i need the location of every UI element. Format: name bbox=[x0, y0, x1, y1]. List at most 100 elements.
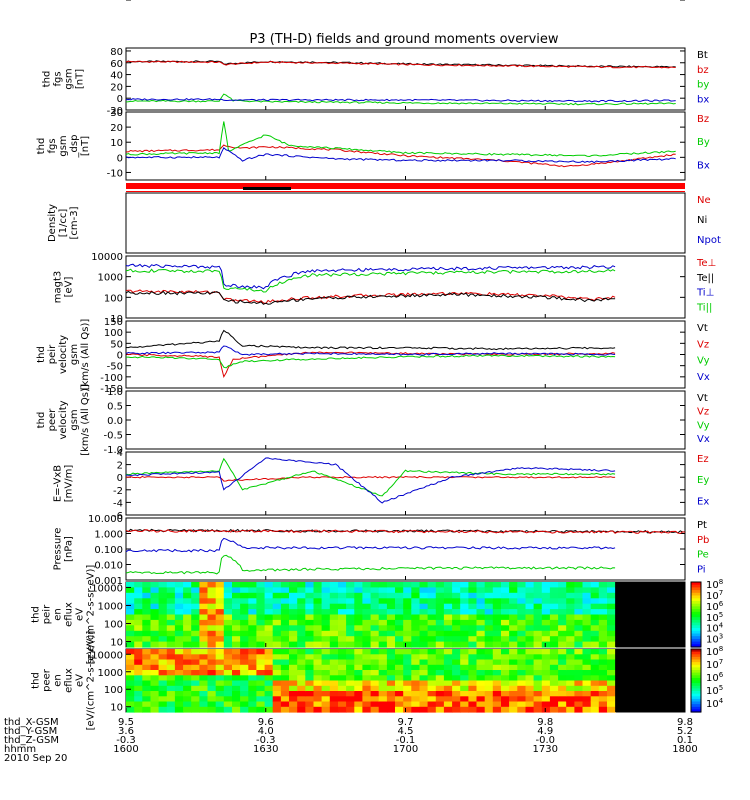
spectrogram-cell bbox=[574, 675, 584, 682]
spectrogram-cell bbox=[427, 625, 437, 632]
spectrogram-cell bbox=[582, 636, 592, 643]
spectrogram-cell bbox=[248, 685, 258, 692]
ephemeris-value: 9.7 bbox=[398, 717, 414, 728]
spectrogram-cell bbox=[134, 582, 143, 588]
spectrogram-cell bbox=[126, 691, 135, 697]
spectrogram-cell bbox=[126, 582, 135, 588]
y-tick-label: 20 bbox=[110, 82, 123, 93]
y-tick-label: 10-12 bbox=[99, 0, 123, 3]
spectrogram-cell bbox=[590, 649, 600, 655]
spectrogram-cell bbox=[256, 614, 266, 621]
spectrogram-cell bbox=[370, 636, 380, 643]
spectrogram-cell bbox=[199, 625, 209, 632]
spectrogram-cell bbox=[215, 619, 225, 626]
spectrogram-cell bbox=[264, 625, 274, 632]
spectrogram-cell bbox=[248, 614, 258, 621]
spectrogram-cell bbox=[541, 701, 551, 708]
spectrogram-cell bbox=[223, 670, 233, 676]
colorbar-step bbox=[691, 614, 701, 618]
spectrogram-cell bbox=[476, 691, 486, 697]
spectrogram-cell bbox=[174, 691, 184, 697]
spectrogram-cell bbox=[134, 701, 143, 708]
spectrogram-cell bbox=[574, 625, 584, 632]
spectrogram-cell bbox=[280, 706, 290, 713]
spectrogram-cell bbox=[199, 587, 209, 594]
spectrogram-cell bbox=[305, 685, 315, 692]
spectrogram-cell bbox=[476, 649, 486, 655]
spectrogram-cell bbox=[305, 614, 315, 621]
y-tick-label: -20 bbox=[107, 106, 123, 117]
spectrogram-cell bbox=[256, 630, 266, 637]
spectrogram-cell bbox=[468, 592, 478, 599]
spectrogram-cell bbox=[150, 598, 160, 605]
ephemeris-name: thd_Y-GSM bbox=[4, 726, 57, 737]
spectrogram-cell bbox=[541, 603, 551, 610]
spectrogram-cell bbox=[525, 680, 535, 687]
spectrogram-cell bbox=[558, 636, 567, 643]
spectrogram-cell bbox=[166, 609, 176, 616]
series-line-vt bbox=[125, 329, 616, 351]
spectrogram-cell bbox=[272, 696, 282, 703]
spectrogram-cell bbox=[174, 609, 184, 616]
spectrogram-cell bbox=[280, 609, 290, 616]
spectrogram-cell bbox=[215, 587, 225, 594]
spectrogram-cell bbox=[362, 670, 372, 676]
spectrogram-cell bbox=[386, 582, 396, 588]
spectrogram-cell bbox=[240, 603, 249, 610]
spectrogram-cell bbox=[427, 636, 437, 643]
spectrogram-cell bbox=[329, 592, 339, 599]
spectrogram-cell bbox=[215, 592, 225, 599]
spectrogram-cell bbox=[574, 685, 584, 692]
spectrogram-cell bbox=[484, 630, 494, 637]
spectrogram-cell bbox=[435, 592, 445, 599]
spectrogram-cell bbox=[476, 582, 486, 588]
spectrogram-cell bbox=[191, 598, 200, 605]
spectrogram-cell bbox=[476, 614, 486, 621]
colorbar-step bbox=[691, 675, 701, 679]
spectrogram-cell bbox=[313, 630, 323, 637]
panel-frame bbox=[125, 111, 686, 181]
spectrogram-cell bbox=[386, 680, 396, 687]
spectrogram-cell bbox=[150, 664, 160, 671]
spectrogram-cell bbox=[248, 619, 258, 626]
spectrogram-cell bbox=[468, 685, 478, 692]
spectrogram-cell bbox=[525, 619, 535, 626]
series-line-ti bbox=[125, 268, 616, 293]
spectrogram-cell bbox=[370, 691, 380, 697]
spectrogram-cell bbox=[460, 598, 469, 605]
spectrogram-cell bbox=[346, 696, 355, 703]
y-axis-label-line: thd bbox=[31, 672, 42, 689]
spectrogram-cell bbox=[403, 685, 412, 692]
spectrogram-cell bbox=[338, 680, 347, 687]
spectrogram-cell bbox=[590, 664, 600, 671]
spectrogram-cell bbox=[443, 659, 453, 666]
spectrogram-cell bbox=[199, 636, 209, 643]
spectrogram-cell bbox=[223, 641, 233, 648]
ephemeris-value: 0.1 bbox=[677, 735, 693, 746]
series-group bbox=[125, 263, 616, 305]
spectrogram-cell bbox=[215, 598, 225, 605]
spectrogram-cell bbox=[248, 701, 258, 708]
spectrogram-cell bbox=[590, 619, 600, 626]
spectrogram-cell bbox=[517, 619, 527, 626]
spectrogram-cell bbox=[354, 659, 364, 666]
spectrogram-cell bbox=[272, 587, 282, 594]
spectrogram-cell bbox=[134, 641, 143, 648]
spectrogram-cell bbox=[509, 598, 518, 605]
spectrogram-cell bbox=[280, 670, 290, 676]
spectrogram-cell bbox=[305, 696, 315, 703]
spectrogram-cell bbox=[248, 706, 258, 713]
spectrogram-cell bbox=[280, 696, 290, 703]
series-group bbox=[125, 457, 616, 504]
spectrogram-cell bbox=[232, 609, 241, 616]
spectrogram-cell bbox=[289, 659, 298, 666]
colorbar-step bbox=[691, 677, 701, 682]
ephemeris-value: 9.5 bbox=[118, 717, 134, 728]
panel-frame bbox=[125, 192, 686, 254]
colorbar-step bbox=[691, 706, 701, 710]
spectrogram-cell bbox=[549, 685, 559, 692]
spectrogram-cell bbox=[240, 685, 249, 692]
spectrogram-cell bbox=[240, 630, 249, 637]
spectrogram-cell bbox=[215, 654, 225, 661]
